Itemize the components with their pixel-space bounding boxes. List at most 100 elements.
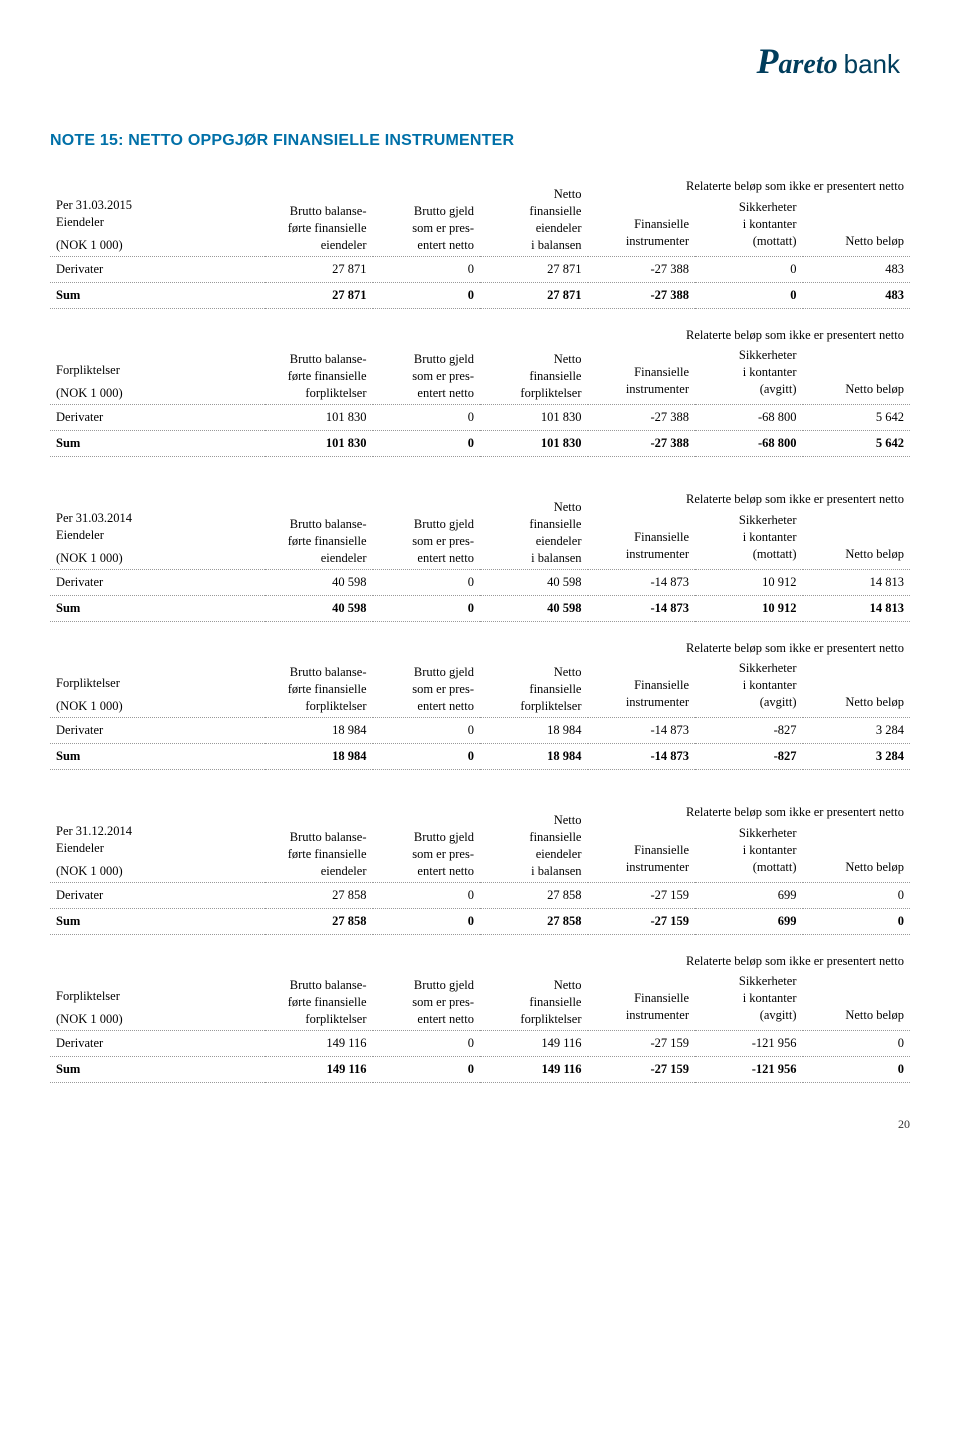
header-left: Forpliktelser (NOK 1 000): [50, 640, 265, 718]
cell: -827: [695, 718, 803, 744]
row-label: Sum: [50, 595, 265, 621]
cell: -14 873: [588, 744, 696, 770]
col-gjeld: Brutto gjeldsom er pres-entert netto: [373, 640, 481, 718]
cell: 27 858: [480, 882, 588, 908]
period-section: Per 31.03.2015Eiendeler (NOK 1 000) Brut…: [50, 178, 910, 457]
cell: 0: [803, 882, 911, 908]
cell: 3 284: [803, 718, 911, 744]
cell: 0: [373, 882, 481, 908]
financial-table: Forpliktelser (NOK 1 000) Brutto balanse…: [50, 640, 910, 771]
period-section: Per 31.03.2014Eiendeler (NOK 1 000) Brut…: [50, 491, 910, 770]
cell: -121 956: [695, 1057, 803, 1083]
col-related-header: Relaterte beløp som ikke er presentert n…: [588, 327, 911, 346]
cell: 18 984: [480, 744, 588, 770]
cell: 0: [373, 256, 481, 282]
cell: 0: [695, 282, 803, 308]
cell: 699: [695, 882, 803, 908]
col-netto: Nettofinansielleeiendeleri balansen: [480, 491, 588, 569]
header-left: Per 31.03.2014Eiendeler (NOK 1 000): [50, 491, 265, 569]
col-related-header: Relaterte beløp som ikke er presentert n…: [588, 953, 911, 972]
table-row-sum: Sum 27 871027 871-27 3880483: [50, 282, 910, 308]
col-instr: Finansielleinstrumenter: [588, 345, 696, 404]
cell: 0: [373, 718, 481, 744]
col-netto-belop: Netto beløp: [803, 971, 911, 1030]
cell: 0: [803, 1057, 911, 1083]
col-related-header: Relaterte beløp som ikke er presentert n…: [588, 178, 911, 197]
col-sikk: Sikkerheteri kontanter(avgitt): [695, 345, 803, 404]
header-left: Forpliktelser (NOK 1 000): [50, 953, 265, 1031]
cell: -68 800: [695, 431, 803, 457]
table-row-sum: Sum 27 858027 858-27 1596990: [50, 908, 910, 934]
table-liab: Forpliktelser (NOK 1 000) Brutto balanse…: [50, 640, 910, 771]
col-instr: Finansielleinstrumenter: [588, 510, 696, 569]
header-left: Per 31.03.2015Eiendeler (NOK 1 000): [50, 178, 265, 256]
row-label: Derivater: [50, 405, 265, 431]
cell: -68 800: [695, 405, 803, 431]
cell: 40 598: [265, 595, 373, 621]
cell: 14 813: [803, 569, 911, 595]
cell: 101 830: [265, 405, 373, 431]
cell: 699: [695, 908, 803, 934]
logo-container: Pareto bank: [50, 40, 910, 82]
cell: 101 830: [265, 431, 373, 457]
col-netto-belop: Netto beløp: [803, 658, 911, 717]
row-label: Derivater: [50, 718, 265, 744]
cell: 483: [803, 282, 911, 308]
table-row-sum: Sum 149 1160149 116-27 159-121 9560: [50, 1057, 910, 1083]
table-row: Derivater 149 1160149 116-27 159-121 956…: [50, 1031, 910, 1057]
cell: -27 388: [588, 431, 696, 457]
row-label: Sum: [50, 908, 265, 934]
cell: -27 159: [588, 1031, 696, 1057]
cell: 149 116: [265, 1057, 373, 1083]
col-gjeld: Brutto gjeldsom er pres-entert netto: [373, 491, 481, 569]
cell: -27 388: [588, 256, 696, 282]
cell: 0: [373, 569, 481, 595]
cell: 0: [373, 431, 481, 457]
cell: 40 598: [480, 595, 588, 621]
cell: 0: [373, 1031, 481, 1057]
col-gjeld: Brutto gjeldsom er pres-entert netto: [373, 804, 481, 882]
table-row-sum: Sum 40 598040 598-14 87310 91214 813: [50, 595, 910, 621]
cell: -14 873: [588, 595, 696, 621]
table-row: Derivater 18 984018 984-14 873-8273 284: [50, 718, 910, 744]
cell: 0: [803, 1031, 911, 1057]
cell: 27 858: [265, 908, 373, 934]
col-instr: Finansielleinstrumenter: [588, 658, 696, 717]
row-label: Derivater: [50, 256, 265, 282]
col-gjeld: Brutto gjeldsom er pres-entert netto: [373, 178, 481, 256]
cell: 0: [373, 1057, 481, 1083]
cell: 0: [373, 595, 481, 621]
cell: 0: [373, 405, 481, 431]
header-left: Forpliktelser (NOK 1 000): [50, 327, 265, 405]
row-label: Sum: [50, 431, 265, 457]
cell: 27 871: [480, 256, 588, 282]
table-liab: Forpliktelser (NOK 1 000) Brutto balanse…: [50, 953, 910, 1084]
cell: 27 871: [480, 282, 588, 308]
col-netto: Nettofinansielleforpliktelser: [480, 953, 588, 1031]
col-brutto: Brutto balanse-førte finansielleforplikt…: [265, 953, 373, 1031]
row-label: Derivater: [50, 882, 265, 908]
col-sikk: Sikkerheteri kontanter(mottatt): [695, 510, 803, 569]
cell: 18 984: [480, 718, 588, 744]
col-netto-belop: Netto beløp: [803, 197, 911, 256]
table-liab: Forpliktelser (NOK 1 000) Brutto balanse…: [50, 327, 910, 458]
cell: 149 116: [480, 1031, 588, 1057]
logo-mark: Pareto: [757, 40, 838, 82]
header-left: Per 31.12.2014Eiendeler (NOK 1 000): [50, 804, 265, 882]
financial-table: Forpliktelser (NOK 1 000) Brutto balanse…: [50, 327, 910, 458]
cell: -14 873: [588, 718, 696, 744]
cell: -14 873: [588, 569, 696, 595]
col-netto: Nettofinansielleforpliktelser: [480, 640, 588, 718]
cell: 27 871: [265, 256, 373, 282]
cell: 0: [695, 256, 803, 282]
cell: 149 116: [265, 1031, 373, 1057]
cell: 27 858: [480, 908, 588, 934]
col-netto-belop: Netto beløp: [803, 823, 911, 882]
row-label: Derivater: [50, 1031, 265, 1057]
page-number: 20: [50, 1117, 910, 1132]
cell: 5 642: [803, 431, 911, 457]
row-label: Derivater: [50, 569, 265, 595]
table-row: Derivater 101 8300101 830-27 388-68 8005…: [50, 405, 910, 431]
col-sikk: Sikkerheteri kontanter(avgitt): [695, 658, 803, 717]
cell: -27 388: [588, 405, 696, 431]
